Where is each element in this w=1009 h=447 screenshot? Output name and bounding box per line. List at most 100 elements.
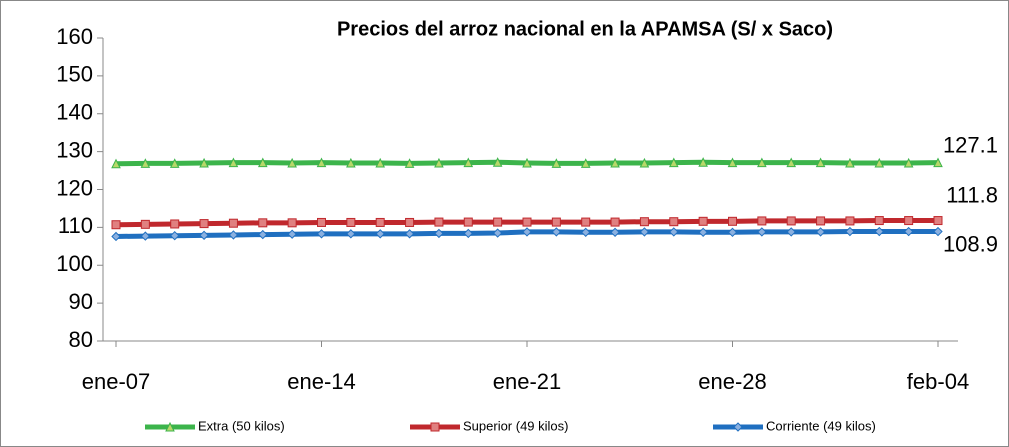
point: [375, 217, 385, 227]
point: [815, 157, 826, 168]
point: [669, 217, 679, 227]
x-tick-label: ene-14: [287, 369, 356, 394]
point: [757, 227, 767, 237]
point: [228, 218, 238, 228]
point: [346, 229, 356, 239]
point: [287, 157, 297, 168]
point: [816, 216, 826, 226]
point: [463, 217, 473, 227]
x-tick-label: ene-28: [698, 369, 767, 394]
point: [551, 227, 562, 237]
legend-marker: [430, 422, 440, 432]
point: [346, 157, 356, 168]
point: [874, 226, 884, 237]
point: [639, 217, 649, 227]
point: [287, 229, 297, 239]
point: [170, 219, 180, 229]
point: [405, 217, 415, 227]
point: [815, 227, 826, 237]
point: [434, 217, 444, 227]
point: [492, 157, 503, 167]
point: [316, 229, 327, 239]
y-tick-label: 130: [56, 137, 93, 162]
point: [874, 157, 885, 168]
point: [199, 219, 209, 229]
point: [904, 216, 914, 226]
point: [404, 229, 415, 239]
data-label: 127.1: [943, 132, 998, 157]
y-tick-label: 140: [56, 100, 93, 125]
point: [522, 227, 532, 237]
point: [258, 218, 268, 228]
point: [639, 157, 650, 168]
point: [170, 231, 180, 241]
point: [698, 227, 708, 238]
point: [228, 230, 239, 240]
data-label: 111.8: [946, 182, 998, 207]
y-tick-label: 160: [56, 24, 93, 49]
point: [434, 228, 444, 239]
point: [728, 216, 737, 226]
point: [757, 157, 767, 168]
point: [669, 227, 679, 237]
point: [169, 158, 180, 168]
point: [786, 216, 796, 226]
point: [522, 217, 532, 227]
point: [727, 157, 738, 168]
point: [845, 216, 855, 226]
x-tick-label: ene-21: [493, 369, 562, 394]
point: [933, 226, 943, 237]
point: [845, 226, 855, 237]
point: [140, 231, 151, 241]
point: [551, 158, 562, 168]
point: [346, 217, 356, 227]
y-tick-label: 110: [58, 213, 93, 238]
y-tick-label: 90: [69, 289, 93, 314]
point: [845, 157, 855, 168]
point: [199, 157, 209, 168]
data-label: 108.9: [943, 231, 998, 256]
point: [581, 217, 591, 227]
point: [375, 157, 386, 168]
point: [287, 218, 297, 228]
point: [903, 157, 914, 168]
legend-marker: [165, 421, 175, 432]
point: [316, 157, 327, 168]
point: [111, 220, 121, 230]
x-tick-label: feb-04: [907, 369, 969, 394]
point: [522, 157, 532, 168]
point: [492, 228, 503, 238]
point: [404, 158, 415, 168]
point: [668, 157, 679, 168]
legend-label: Corriente (49 kilos): [766, 418, 876, 433]
point: [111, 158, 121, 169]
point: [903, 226, 914, 237]
point: [610, 227, 620, 238]
point: [258, 229, 268, 240]
y-tick-label: 100: [56, 251, 93, 276]
x-tick-label: ene-07: [82, 369, 151, 394]
point: [551, 217, 561, 227]
point: [610, 217, 620, 227]
legend-label: Superior (49 kilos): [463, 418, 569, 433]
point: [610, 157, 620, 168]
y-tick-label: 120: [56, 175, 93, 200]
point: [786, 157, 797, 168]
point: [463, 157, 474, 168]
legend-label: Extra (50 kilos): [198, 418, 285, 433]
point: [727, 227, 738, 238]
point: [434, 157, 444, 168]
point: [786, 227, 796, 237]
point: [493, 217, 503, 227]
point: [757, 216, 767, 226]
point: [199, 230, 209, 241]
chart-title: Precios del arroz nacional en la APAMSA …: [337, 18, 833, 40]
point: [698, 216, 708, 226]
point: [698, 157, 708, 167]
legend-marker: [733, 422, 743, 432]
point: [140, 158, 151, 168]
y-tick-label: 80: [69, 327, 93, 352]
point: [933, 216, 943, 226]
point: [933, 157, 943, 168]
